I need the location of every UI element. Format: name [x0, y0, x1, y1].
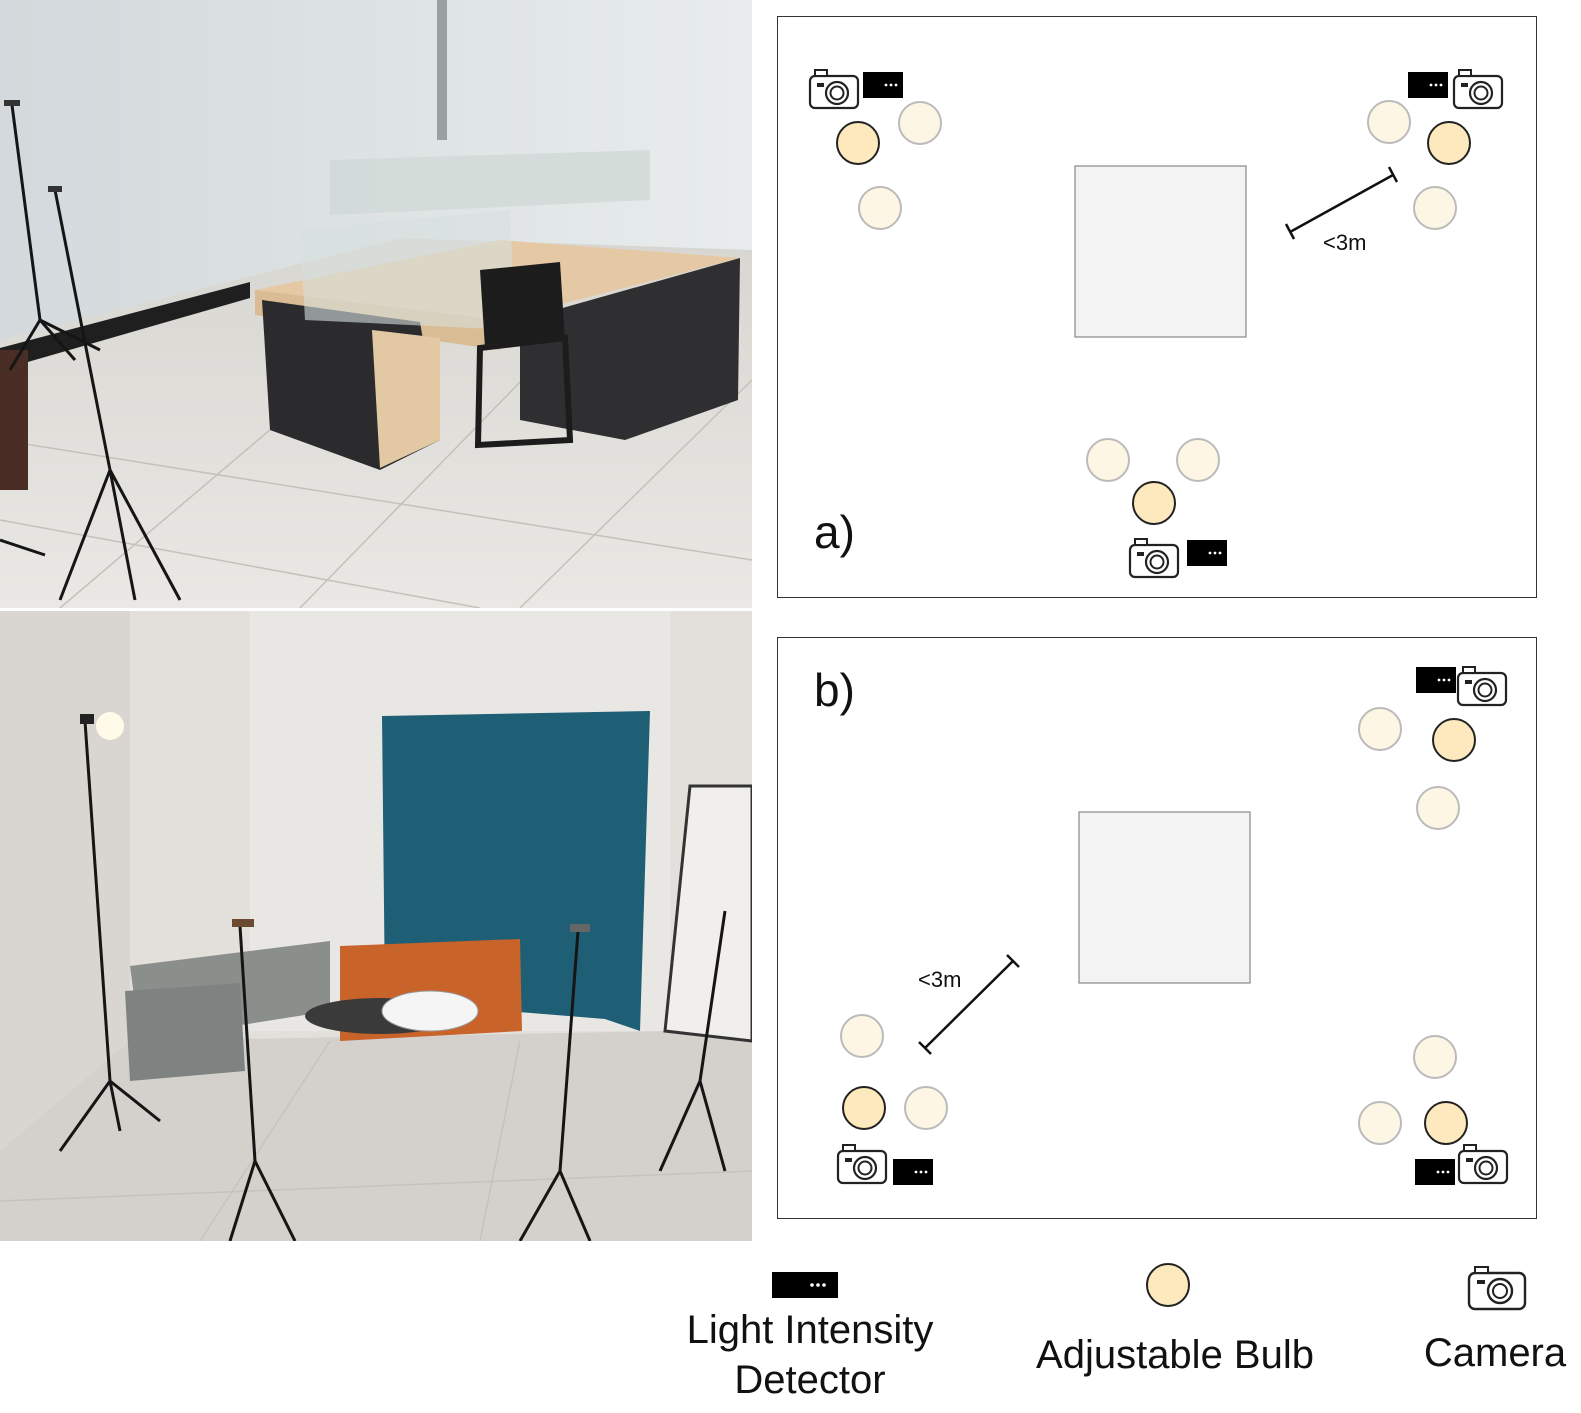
legend-detector-line1: Light Intensity [686, 1308, 934, 1352]
distance-label: <3m [1323, 230, 1367, 255]
table-square [1074, 165, 1247, 338]
adjustable-bulb-icon [1427, 121, 1471, 165]
adjustable-bulb-icon [1132, 481, 1176, 525]
panel-label: a) [814, 506, 855, 558]
layout-diagram-a: a) <3m [777, 16, 1537, 598]
adjustable-bulb-icon [1086, 438, 1130, 482]
adjustable-bulb-icon [840, 1014, 884, 1058]
station-top-right [1358, 665, 1508, 830]
adjustable-bulb-icon [836, 121, 880, 165]
station-top-left [808, 68, 942, 230]
adjustable-bulb-icon [1432, 718, 1476, 762]
adjustable-bulb-icon [904, 1086, 948, 1130]
legend-detector-label: Light Intensity Detector [660, 1305, 960, 1405]
camera-icon [1467, 1266, 1527, 1311]
table-square [1078, 811, 1251, 984]
panel-label: b) [814, 664, 855, 716]
camera-icon [836, 1143, 888, 1185]
station-bottom [1086, 438, 1227, 579]
camera-icon [1128, 537, 1180, 579]
legend-detector-line2: Detector [734, 1358, 886, 1402]
station-bottom-left [836, 1014, 948, 1185]
adjustable-bulb-icon [1358, 1101, 1402, 1145]
adjustable-bulb-icon [1413, 1035, 1457, 1079]
light-intensity-detector-icon [1187, 540, 1227, 566]
light-intensity-detector-icon [1408, 72, 1448, 98]
station-top-right [1367, 68, 1504, 230]
adjustable-bulb-icon [858, 186, 902, 230]
light-intensity-detector-icon [772, 1272, 838, 1298]
adjustable-bulb-icon [1367, 100, 1411, 144]
adjustable-bulb-icon [1146, 1263, 1190, 1307]
legend-camera-label: Camera [1423, 1331, 1567, 1375]
camera-icon [808, 68, 860, 110]
distance-marker [1284, 166, 1399, 240]
adjustable-bulb-icon [898, 101, 942, 145]
office-room-photo [0, 0, 752, 608]
layout-diagram-b: b) <3m [777, 637, 1537, 1219]
light-intensity-detector-icon [1416, 667, 1456, 693]
camera-icon [1457, 1143, 1509, 1185]
camera-icon [1456, 665, 1508, 707]
distance-marker [918, 954, 1020, 1055]
adjustable-bulb-icon [1176, 438, 1220, 482]
light-intensity-detector-icon [1415, 1159, 1455, 1185]
station-bottom-right [1358, 1035, 1509, 1185]
adjustable-bulb-icon [1358, 707, 1402, 751]
adjustable-bulb-icon [1416, 786, 1460, 830]
legend-bulb-label: Adjustable Bulb [1036, 1333, 1314, 1377]
light-intensity-detector-icon [863, 72, 903, 98]
adjustable-bulb-icon [1413, 186, 1457, 230]
distance-label: <3m [918, 967, 962, 992]
light-intensity-detector-icon [893, 1159, 933, 1185]
adjustable-bulb-icon [842, 1086, 886, 1130]
lounge-room-photo [0, 611, 752, 1241]
camera-icon [1452, 68, 1504, 110]
adjustable-bulb-icon [1424, 1101, 1468, 1145]
